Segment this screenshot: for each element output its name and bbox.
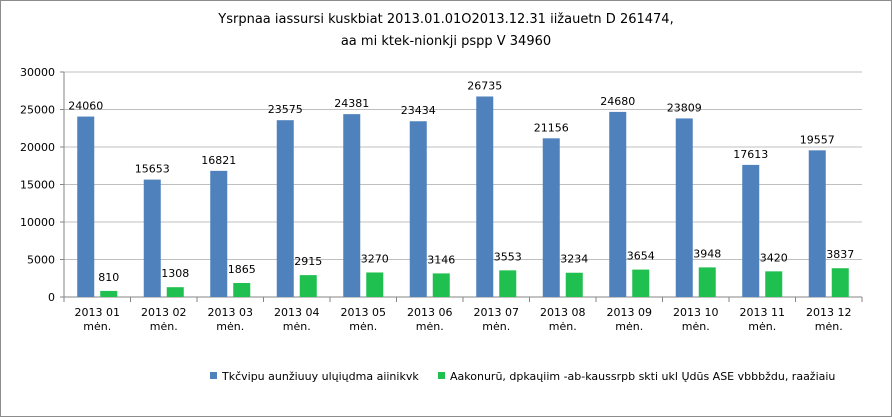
data-label-series-2: 1308 bbox=[161, 267, 189, 280]
bar-series-1 bbox=[675, 118, 693, 298]
bar-series-1 bbox=[143, 179, 161, 297]
bar-series-1 bbox=[276, 120, 294, 297]
data-label-series-1: 15653 bbox=[135, 163, 170, 176]
bar-series-2 bbox=[299, 275, 317, 297]
data-label-series-1: 17613 bbox=[733, 148, 768, 161]
legend-swatch-series-1 bbox=[210, 372, 217, 379]
bar-series-2 bbox=[100, 290, 118, 297]
legend-swatch-series-2 bbox=[438, 372, 445, 379]
bar-series-1 bbox=[77, 116, 95, 297]
chart-bars bbox=[77, 96, 849, 298]
x-tick-label-unit: mėn. bbox=[748, 320, 776, 333]
x-tick-label-unit: mėn. bbox=[482, 320, 510, 333]
chart-title-line-2: aa mi ktek-nionkji pspp V 34960 bbox=[341, 34, 551, 49]
x-tick-label: 2013 04 bbox=[274, 306, 320, 319]
data-label-series-1: 16821 bbox=[201, 154, 236, 167]
y-tick-label: 20000 bbox=[20, 141, 55, 154]
data-label-series-2: 1865 bbox=[228, 263, 256, 276]
bar-series-2 bbox=[565, 272, 583, 297]
x-tick-label-unit: mėn. bbox=[349, 320, 377, 333]
data-label-series-2: 3234 bbox=[560, 253, 588, 266]
chart-title-line-1: Ysrpnaa iassursi kuskbiat 2013.01.01O201… bbox=[217, 12, 673, 27]
bar-series-2 bbox=[831, 268, 849, 297]
x-tick-label: 2013 07 bbox=[474, 306, 520, 319]
data-label-series-1: 23809 bbox=[667, 101, 702, 114]
bar-series-2 bbox=[499, 270, 517, 297]
x-tick-label-unit: mėn. bbox=[216, 320, 244, 333]
legend-label-series-2: Aakonurū, dpkaųiim -ab-kaussrpb skti ukl… bbox=[450, 370, 835, 383]
x-tick-label-unit: mėn. bbox=[549, 320, 577, 333]
bar-series-2 bbox=[166, 287, 184, 297]
data-label-series-2: 3270 bbox=[361, 252, 389, 265]
bar-series-1 bbox=[210, 170, 228, 297]
bar-series-1 bbox=[542, 138, 560, 297]
x-tick-label: 2013 06 bbox=[407, 306, 453, 319]
data-label-series-1: 19557 bbox=[800, 133, 835, 146]
bar-series-1 bbox=[742, 164, 760, 297]
data-label-series-1: 23434 bbox=[401, 104, 436, 117]
x-tick-label: 2013 08 bbox=[540, 306, 586, 319]
bar-series-1 bbox=[409, 121, 427, 298]
y-tick-label: 5000 bbox=[27, 254, 55, 267]
x-tick-label-unit: mėn. bbox=[416, 320, 444, 333]
bar-series-1 bbox=[609, 111, 627, 298]
x-tick-label: 2013 03 bbox=[208, 306, 254, 319]
y-tick-label: 25000 bbox=[20, 104, 55, 117]
chart-legend: Tkčvipu aunžiuuy ulųiųdma aiinikvk Aakonu… bbox=[210, 370, 835, 383]
bar-series-1 bbox=[808, 150, 826, 297]
x-tick-label: 2013 02 bbox=[141, 306, 187, 319]
data-label-series-2: 3420 bbox=[760, 251, 788, 264]
bar-series-2 bbox=[765, 271, 783, 297]
x-tick-label: 2013 10 bbox=[673, 306, 719, 319]
x-tick-label: 2013 01 bbox=[75, 306, 121, 319]
x-tick-label-unit: mėn. bbox=[83, 320, 111, 333]
data-label-series-2: 3553 bbox=[494, 250, 522, 263]
data-label-series-2: 3948 bbox=[693, 247, 721, 260]
bar-series-2 bbox=[432, 273, 450, 297]
data-label-series-2: 3146 bbox=[427, 253, 455, 266]
data-label-series-1: 23575 bbox=[268, 103, 303, 116]
data-label-series-2: 810 bbox=[98, 271, 119, 284]
y-tick-label: 15000 bbox=[20, 179, 55, 192]
legend-label-series-1: Tkčvipu aunžiuuy ulųiųdma aiinikvk bbox=[221, 370, 419, 383]
x-tick-label-unit: mėn. bbox=[682, 320, 710, 333]
data-label-series-2: 2915 bbox=[294, 255, 322, 268]
y-tick-label: 10000 bbox=[20, 216, 55, 229]
bar-series-2 bbox=[698, 267, 716, 297]
x-tick-label-unit: mėn. bbox=[150, 320, 178, 333]
bar-series-2 bbox=[366, 272, 384, 297]
data-label-series-1: 24680 bbox=[600, 95, 635, 108]
x-tick-label-unit: mėn. bbox=[283, 320, 311, 333]
x-tick-label-unit: mėn. bbox=[815, 320, 843, 333]
x-tick-label: 2013 09 bbox=[607, 306, 653, 319]
x-tick-label: 2013 05 bbox=[341, 306, 387, 319]
chart-data-labels: 24060 810 15653 1308 16821 1865 23575 2915 24381… bbox=[68, 79, 854, 283]
bar-series-2 bbox=[632, 269, 650, 297]
bar-series-2 bbox=[233, 283, 251, 297]
x-tick-label-unit: mėn. bbox=[615, 320, 643, 333]
y-tick-label: 30000 bbox=[20, 66, 55, 79]
data-label-series-2: 3837 bbox=[826, 248, 854, 261]
x-tick-label: 2013 11 bbox=[740, 306, 786, 319]
x-tick-label: 2013 12 bbox=[806, 306, 852, 319]
data-label-series-1: 24381 bbox=[334, 97, 369, 110]
y-tick-label: 0 bbox=[48, 291, 55, 304]
bar-series-1 bbox=[343, 114, 361, 297]
data-label-series-1: 26735 bbox=[467, 79, 502, 92]
data-label-series-1: 24060 bbox=[68, 100, 103, 113]
data-label-series-2: 3654 bbox=[627, 250, 655, 263]
bar-series-1 bbox=[476, 96, 494, 297]
data-label-series-1: 21156 bbox=[534, 121, 569, 134]
